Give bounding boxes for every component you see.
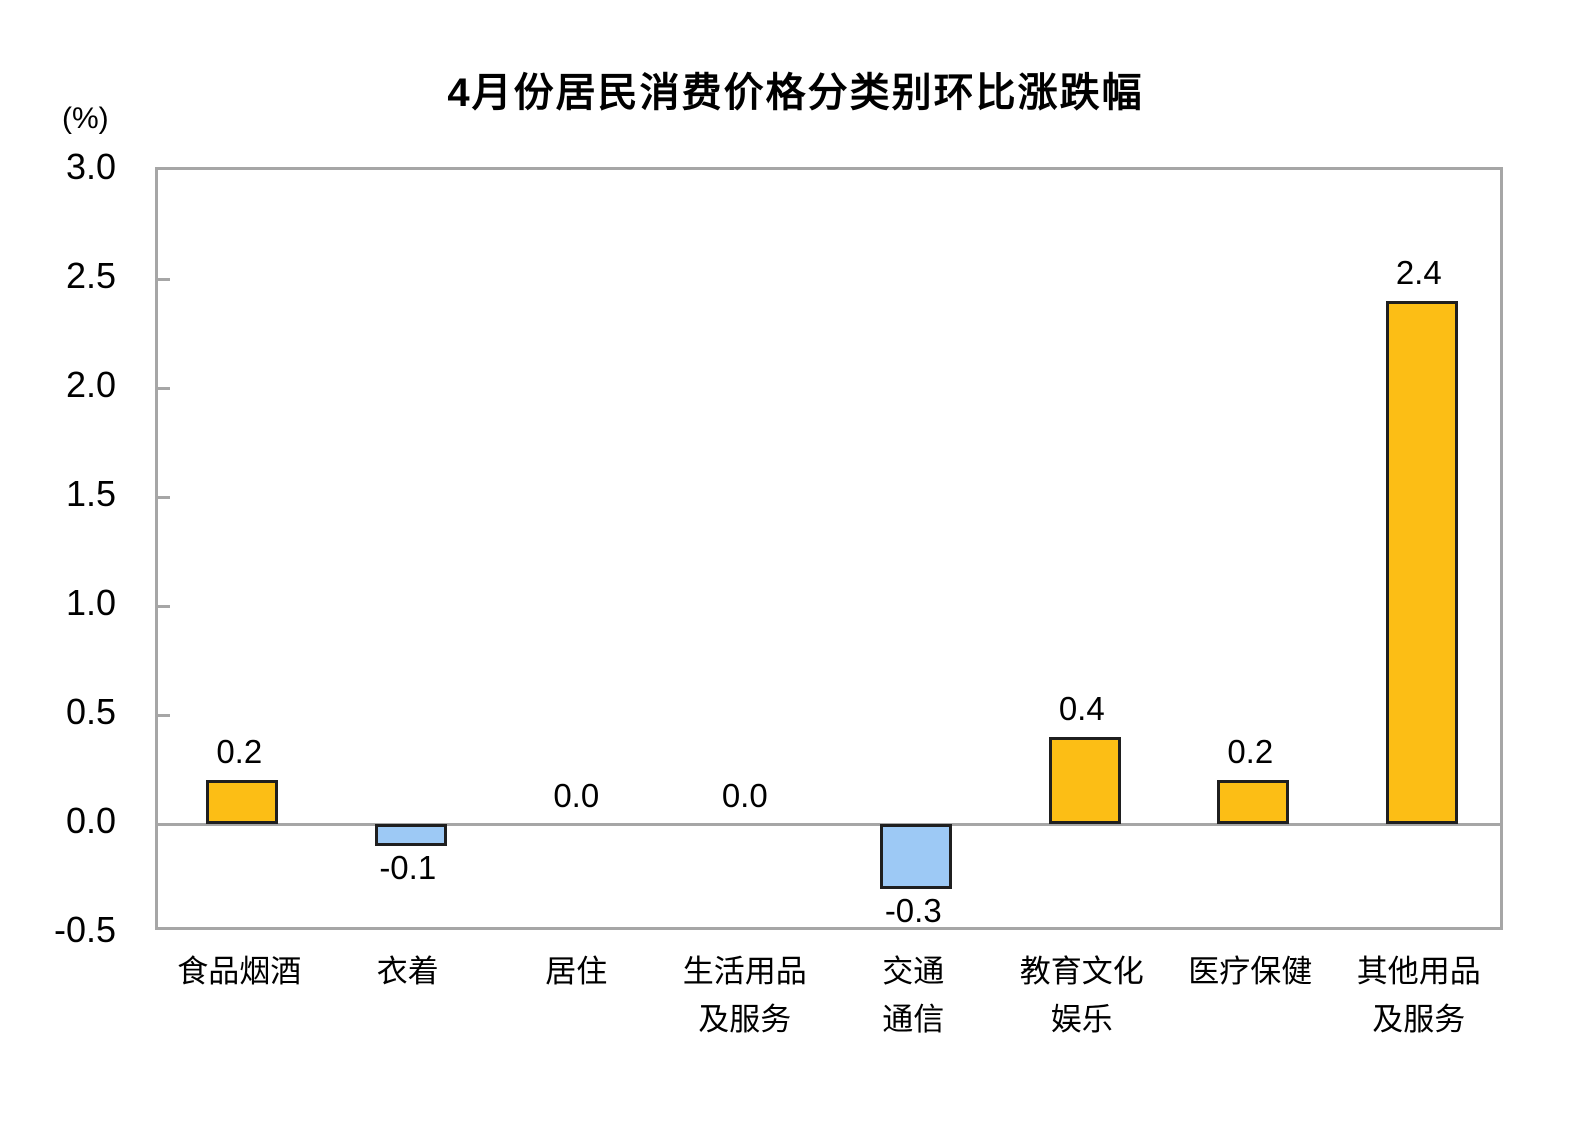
- y-axis-tick-mark: [158, 386, 170, 390]
- y-axis-tick-label: 0.5: [65, 691, 116, 732]
- y-axis-tick-mark: [158, 604, 170, 608]
- bar: [1048, 736, 1121, 824]
- bar-value-label: 0.2: [1227, 733, 1274, 771]
- zero-baseline: [158, 822, 1500, 826]
- y-axis-tick-mark: [158, 713, 170, 717]
- y-axis-unit-label: (%): [62, 102, 109, 135]
- y-axis-tick-mark: [158, 277, 170, 281]
- x-axis-category-label: 居住: [545, 954, 608, 989]
- bar: [1385, 300, 1458, 824]
- bar-value-label: 0.0: [553, 777, 600, 814]
- x-axis-category-label: 其他用品 及服务: [1356, 954, 1481, 1037]
- chart-title: 4月份居民消费价格分类别环比涨跌幅: [447, 71, 1144, 115]
- y-axis-tick-label: 2.0: [65, 364, 116, 405]
- x-axis-category-label: 教育文化 娱乐: [1019, 954, 1144, 1037]
- bar-value-label: 0.0: [721, 777, 768, 814]
- y-axis-tick-label: 3.0: [65, 146, 116, 187]
- y-axis-tick-label: 1.0: [65, 582, 116, 623]
- bar-value-label: 0.4: [1058, 689, 1105, 727]
- bar-value-label: -0.1: [379, 848, 437, 886]
- bar-value-label: 2.4: [1395, 253, 1442, 291]
- plot-area: [155, 167, 1503, 930]
- y-axis-tick-label: -0.5: [53, 909, 116, 950]
- x-axis-category-label: 生活用品 及服务: [682, 954, 807, 1037]
- bar: [880, 824, 953, 890]
- x-axis-category-label: 衣着: [376, 954, 439, 989]
- bar: [206, 780, 279, 824]
- bar: [1217, 780, 1290, 824]
- bar-value-label: 0.2: [216, 733, 263, 771]
- bar-value-label: -0.3: [884, 892, 942, 930]
- x-axis-category-label: 食品烟酒: [177, 954, 302, 989]
- x-axis-category-label: 交通 通信: [882, 954, 945, 1037]
- y-axis-tick-label: 1.5: [65, 473, 116, 514]
- bar: [374, 824, 447, 846]
- y-axis-tick-label: 0.0: [65, 800, 116, 841]
- y-axis-tick-mark: [158, 495, 170, 499]
- y-axis-tick-label: 2.5: [65, 255, 116, 296]
- x-axis-category-label: 医疗保健: [1188, 954, 1313, 989]
